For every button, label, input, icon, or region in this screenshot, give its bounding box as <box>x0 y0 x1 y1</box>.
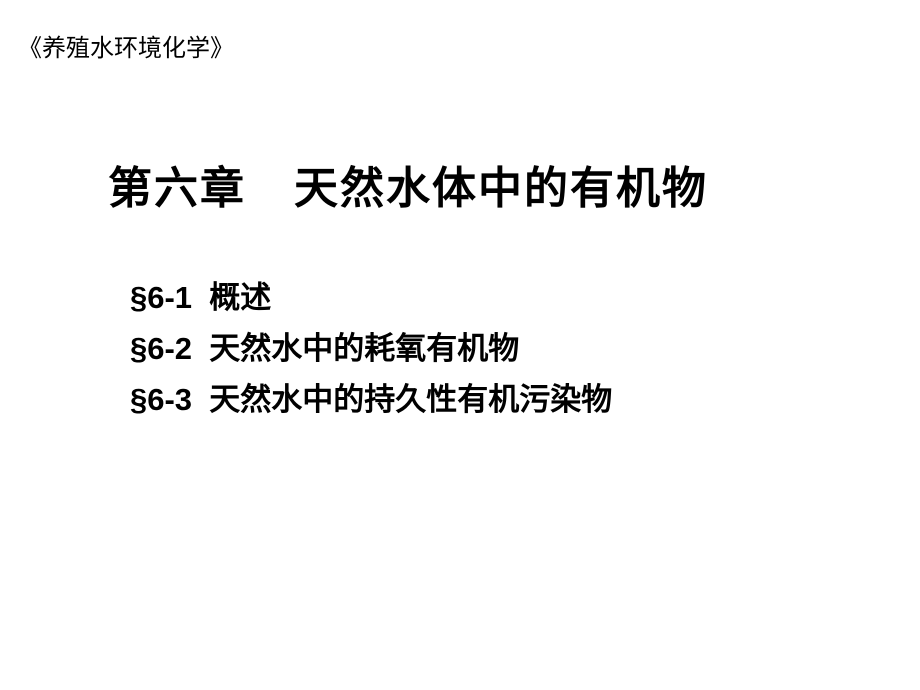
section-item: §6-2 天然水中的耗氧有机物 <box>130 323 612 374</box>
section-item: §6-3 天然水中的持久性有机污染物 <box>130 374 612 425</box>
section-label: §6-1 <box>130 280 192 315</box>
section-title: 天然水中的持久性有机污染物 <box>209 382 612 417</box>
section-item: §6-1 概述 <box>130 272 612 323</box>
section-title: 概述 <box>209 280 271 315</box>
chapter-title: 第六章天然水体中的有机物 <box>108 152 708 216</box>
book-title: 《养殖水环境化学》 <box>18 28 234 63</box>
section-title: 天然水中的耗氧有机物 <box>209 331 519 366</box>
chapter-name: 天然水体中的有机物 <box>294 164 708 213</box>
section-label: §6-2 <box>130 331 192 366</box>
chapter-number: 第六章 <box>108 164 246 213</box>
section-label: §6-3 <box>130 382 192 417</box>
sections-list: §6-1 概述 §6-2 天然水中的耗氧有机物 §6-3 天然水中的持久性有机污… <box>130 272 612 425</box>
